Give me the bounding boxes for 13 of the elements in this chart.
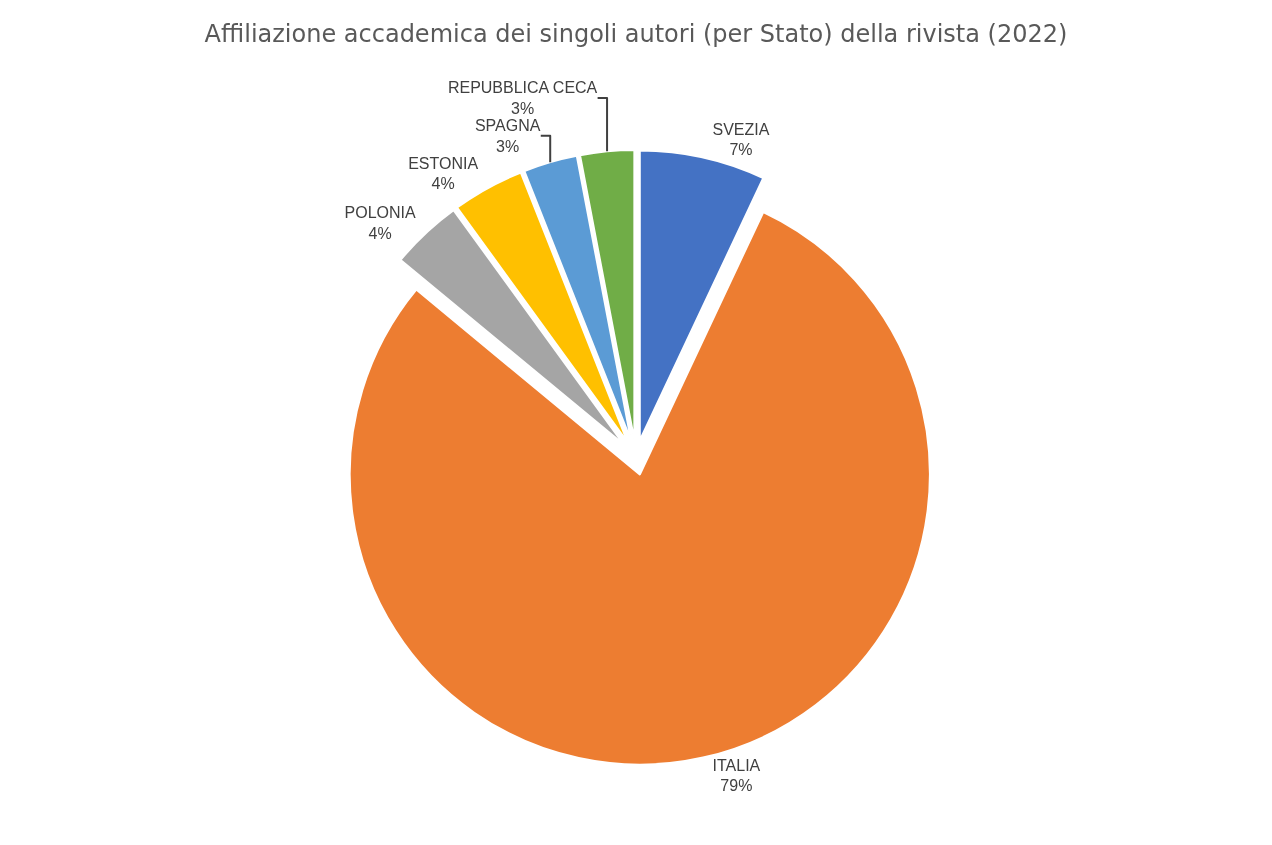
data-label: 4% [431, 175, 455, 193]
data-label: 79% [720, 777, 753, 795]
slice-label: SPAGNA [474, 116, 541, 134]
data-label: 4% [368, 225, 392, 243]
slice-label: POLONIA [344, 204, 417, 222]
slice-label: ITALIA [712, 756, 761, 774]
slice-label: REPUBBLICA CECA [447, 79, 598, 97]
data-label: 3% [511, 99, 535, 117]
slice-label: ESTONIA [408, 154, 479, 172]
data-label: 3% [496, 137, 520, 155]
data-label: 7% [729, 141, 753, 159]
chart-title: Affiliazione accademica dei singoli autori (per Stato) della rivista (2022) [204, 20, 1068, 49]
slice-label: SVEZIA [712, 120, 770, 138]
